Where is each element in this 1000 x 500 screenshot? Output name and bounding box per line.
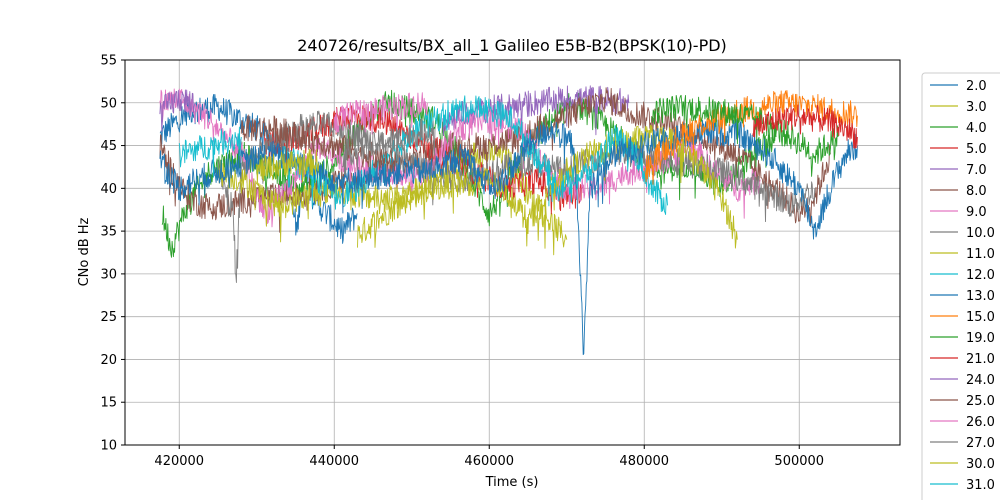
- series-layer: [159, 85, 858, 356]
- series-line-2-0: [159, 93, 358, 244]
- legend: 2.0 3.0 4.0 5.0 7.0 8.0 9.0 10.0 11.0 12.0 13.0 15.…: [921, 72, 1000, 500]
- legend-label: 24.0: [966, 373, 995, 388]
- y-tick-label: 25: [100, 310, 117, 325]
- x-tick-label: 440000: [309, 454, 359, 469]
- y-tick-label: 35: [100, 225, 117, 240]
- series-line-19-0: [651, 94, 839, 177]
- x-tick-label: 420000: [154, 454, 204, 469]
- y-tick-label: 30: [100, 267, 117, 282]
- series-line-26-0: [333, 92, 428, 144]
- legend-label: 9.0: [966, 205, 987, 220]
- series-line-30-0: [256, 148, 320, 185]
- y-tick-label: 55: [100, 54, 117, 69]
- legend-label: 12.0: [966, 268, 995, 283]
- legend-label: 4.0: [966, 121, 987, 136]
- legend-label: 27.0: [966, 436, 995, 451]
- series-line-24-0: [159, 89, 196, 132]
- y-axis: 10 15 20 25 30 35 40 45 50 55: [100, 54, 125, 454]
- series-line-15-0: [643, 89, 858, 185]
- plot-frame: [124, 59, 901, 446]
- y-axis-label: CNo dB Hz: [77, 217, 92, 286]
- legend-label: 31.0: [966, 478, 995, 493]
- legend-label: 15.0: [966, 310, 995, 325]
- y-tick-label: 40: [100, 182, 117, 197]
- legend-label: 8.0: [966, 184, 987, 199]
- legend-label: 26.0: [966, 415, 995, 430]
- series-line-31-0: [178, 126, 242, 178]
- series-line-8-0: [159, 87, 831, 233]
- legend-label: 19.0: [966, 331, 995, 346]
- series-line-3-0: [357, 140, 568, 256]
- series-line-12-0: [279, 95, 668, 215]
- legend-label: 21.0: [966, 352, 995, 367]
- legend-label: 13.0: [966, 289, 995, 304]
- x-tick-label: 500000: [774, 454, 824, 469]
- x-axis: 420000 440000 460000 480000 500000: [154, 445, 824, 469]
- legend-label: 25.0: [966, 394, 995, 409]
- legend-label: 5.0: [966, 142, 987, 157]
- y-tick-label: 10: [100, 439, 117, 454]
- legend-label: 11.0: [966, 247, 995, 262]
- y-tick-label: 50: [100, 96, 117, 111]
- series-line-21-0: [752, 104, 858, 149]
- chart-title: 240726/results/BX_all_1 Galileo E5B-B2(B…: [297, 36, 727, 56]
- legend-box: [921, 72, 1000, 500]
- series-line-27-0: [341, 118, 436, 176]
- x-tick-label: 480000: [619, 454, 669, 469]
- legend-label: 3.0: [966, 100, 987, 115]
- series-line-13-0: [159, 119, 858, 356]
- series-line-25-0: [240, 114, 397, 173]
- legend-label: 7.0: [966, 163, 987, 178]
- x-axis-label: Time (s): [485, 475, 539, 490]
- y-tick-label: 45: [100, 139, 117, 154]
- y-tick-label: 20: [100, 353, 117, 368]
- x-tick-label: 460000: [464, 454, 514, 469]
- y-tick-label: 15: [100, 396, 117, 411]
- legend-label: 10.0: [966, 226, 995, 241]
- legend-label: 30.0: [966, 457, 995, 472]
- series-line-7-0: [442, 85, 630, 137]
- legend-label: 2.0: [966, 79, 987, 94]
